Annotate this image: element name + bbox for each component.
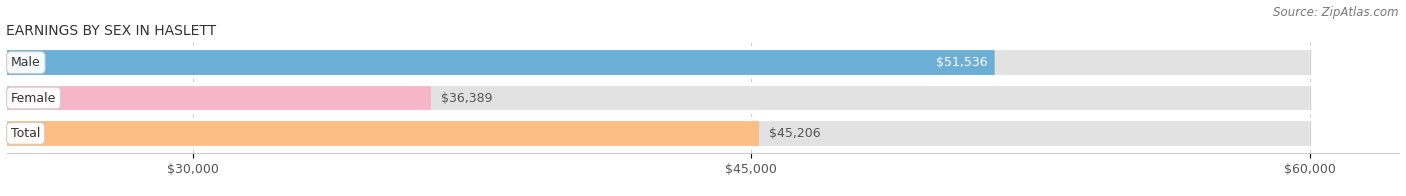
Text: $51,536: $51,536 bbox=[936, 56, 988, 69]
Text: $36,389: $36,389 bbox=[441, 92, 494, 104]
Text: Total: Total bbox=[11, 127, 41, 140]
Text: EARNINGS BY SEX IN HASLETT: EARNINGS BY SEX IN HASLETT bbox=[6, 24, 215, 38]
FancyBboxPatch shape bbox=[7, 121, 1309, 146]
FancyBboxPatch shape bbox=[7, 85, 430, 111]
FancyBboxPatch shape bbox=[7, 50, 1309, 75]
Text: Source: ZipAtlas.com: Source: ZipAtlas.com bbox=[1274, 6, 1399, 19]
FancyBboxPatch shape bbox=[7, 50, 994, 75]
Text: Male: Male bbox=[11, 56, 41, 69]
FancyBboxPatch shape bbox=[7, 121, 759, 146]
FancyBboxPatch shape bbox=[7, 85, 1309, 111]
Text: $45,206: $45,206 bbox=[769, 127, 821, 140]
Text: Female: Female bbox=[11, 92, 56, 104]
